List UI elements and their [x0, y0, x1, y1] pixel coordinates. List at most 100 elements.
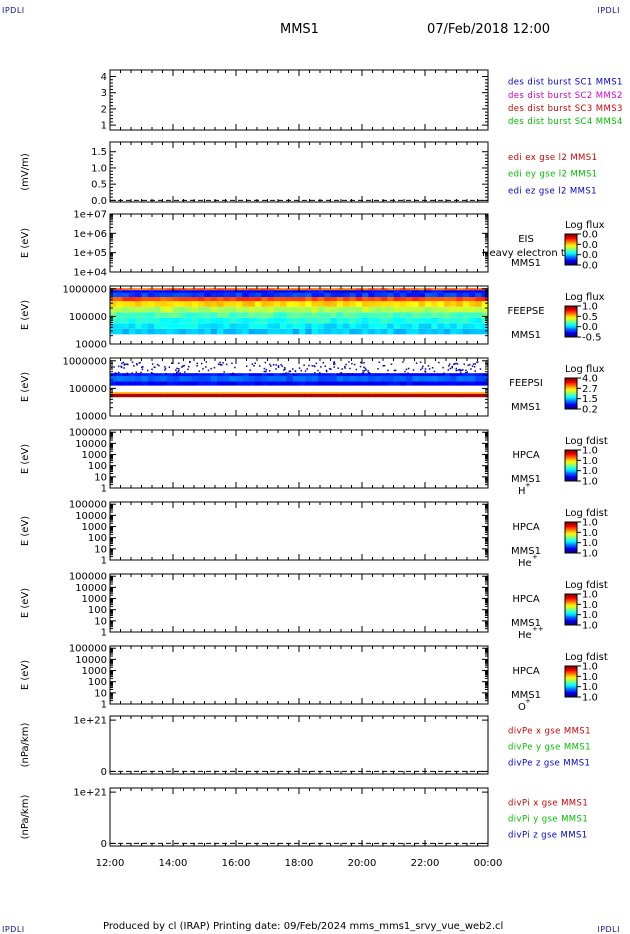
- spectrogram-cell: [217, 288, 224, 291]
- spectrogram-cell: [336, 373, 344, 376]
- spectrogram-cell: [166, 381, 174, 386]
- spectrogram-cell: [135, 393, 143, 398]
- spectrogram-cell: [254, 301, 262, 307]
- spectrogram-cell: [223, 292, 231, 298]
- colorbar-segment: [565, 456, 577, 459]
- spectrogram-cell: [443, 301, 451, 307]
- spectrogram-cell: [355, 290, 363, 293]
- spectrogram-cell: [431, 290, 439, 293]
- spectrogram-cell: [330, 323, 338, 329]
- spectrogram-cell: [217, 297, 224, 302]
- spectrogram-cell: [198, 306, 206, 313]
- spectrogram-cell: [173, 292, 180, 298]
- colorbar-title: Log flux: [565, 364, 605, 375]
- spectrogram-speckle: [120, 366, 123, 369]
- spectrogram-cell: [273, 306, 281, 313]
- spectrogram-cell: [450, 317, 458, 324]
- colorbar-segment: [565, 324, 577, 326]
- spectrogram-cell: [191, 375, 199, 382]
- y-axis-label: (mV/m): [20, 153, 31, 191]
- spacecraft-label: MMS1: [511, 474, 541, 485]
- spectrogram-cell: [141, 290, 149, 293]
- colorbar-segment: [565, 694, 577, 697]
- spectrogram-cell: [374, 375, 382, 382]
- spectrogram-cell: [217, 290, 224, 293]
- spectrogram-cell: [261, 373, 269, 376]
- spectrogram-speckle: [427, 365, 430, 367]
- spectrogram-cell: [160, 392, 168, 394]
- spectrogram-cell: [141, 317, 149, 324]
- spectrogram-cell: [456, 381, 464, 386]
- spectrogram-cell: [431, 317, 439, 324]
- colorbar-segment: [565, 311, 577, 313]
- spectrogram-cell: [305, 392, 313, 394]
- spectrogram-cell: [147, 375, 155, 382]
- spectrogram-cell: [292, 393, 300, 398]
- spectrogram-speckle: [328, 367, 331, 370]
- spectrogram-cell: [443, 393, 451, 398]
- spectrogram-cell: [147, 373, 155, 376]
- spectrogram-speckle: [428, 368, 431, 370]
- spectrogram-cell: [481, 301, 489, 307]
- spectrogram-speckle: [463, 363, 465, 365]
- spectrogram-cell: [273, 328, 281, 335]
- y-tick-label: 2: [101, 104, 107, 115]
- spectrogram-cell: [299, 297, 306, 302]
- spectrogram-cell: [343, 288, 350, 291]
- spectrogram-cell: [179, 328, 187, 335]
- y-tick-label: 1: [101, 556, 107, 567]
- spectrogram-speckle: [253, 365, 255, 367]
- colorbar-tick-label: 1.0: [582, 549, 598, 560]
- spectrogram-cell: [110, 392, 117, 394]
- spectrogram-cell: [437, 290, 445, 293]
- spectrogram-cell: [418, 290, 426, 293]
- spectrogram-speckle: [196, 365, 198, 367]
- spectrogram-cell: [185, 375, 193, 382]
- spectrogram-cell: [456, 301, 464, 307]
- spectrogram-speckle: [383, 364, 386, 367]
- x-tick-label: 14:00: [159, 858, 188, 869]
- spectrogram-speckle: [344, 367, 346, 369]
- spectrogram-cell: [425, 306, 432, 313]
- y-tick-label: 1e+21: [73, 788, 107, 799]
- spectrogram-cell: [248, 317, 256, 324]
- spectrogram-cell: [374, 290, 382, 293]
- spectrogram-cell: [475, 392, 483, 394]
- spectrogram-cell: [305, 297, 313, 302]
- spectrogram-speckle: [362, 370, 364, 372]
- spectrogram-cell: [431, 288, 439, 291]
- colorbar-segment: [565, 262, 577, 265]
- colorbar-segment: [565, 681, 577, 684]
- spectrogram-cell: [469, 393, 476, 398]
- spectrogram-cell: [166, 393, 174, 398]
- spectrogram-speckle: [365, 369, 367, 371]
- spectrogram-cell: [393, 288, 401, 291]
- spectrogram-cell: [128, 323, 136, 329]
- colorbar-segment: [565, 538, 577, 541]
- spectrogram-cell: [481, 297, 489, 302]
- colorbar-segment: [565, 383, 577, 385]
- spectrogram-cell: [110, 393, 117, 398]
- spectrogram-speckle: [317, 369, 319, 372]
- y-axis-label: E (eV): [20, 660, 31, 690]
- spectrogram-speckle: [114, 372, 117, 374]
- colorbar-segment: [565, 451, 577, 454]
- colorbar-segment: [565, 249, 577, 252]
- colorbar-segment: [565, 673, 577, 676]
- spectrogram-cell: [425, 392, 432, 394]
- spectrogram-speckle: [146, 369, 149, 372]
- spectrogram-cell: [412, 375, 420, 382]
- spectrogram-speckle: [178, 362, 180, 365]
- y-tick-label: 10000: [75, 439, 107, 450]
- spectrogram-cell: [425, 290, 432, 293]
- spectrogram-speckle: [153, 366, 156, 368]
- spectrogram-speckle: [407, 367, 410, 370]
- colorbar-segment: [565, 313, 577, 316]
- spectrogram-cell: [330, 373, 338, 376]
- spectrogram-speckle: [459, 370, 462, 372]
- y-tick-label: 100: [88, 605, 107, 616]
- spectrogram-cell: [475, 328, 483, 335]
- spectrogram-cell: [248, 375, 256, 382]
- spectrogram-cell: [173, 381, 180, 386]
- spectrogram-speckle: [443, 373, 446, 375]
